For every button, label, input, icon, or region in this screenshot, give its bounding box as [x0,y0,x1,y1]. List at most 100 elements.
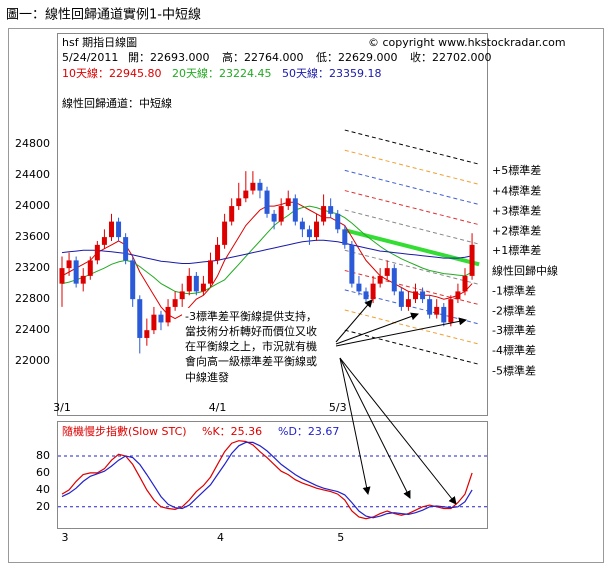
candle-body [165,306,171,323]
candle-body [370,283,376,300]
channel-label: -4標準差 [492,343,536,357]
candle-body [271,213,277,222]
candle-body [405,299,411,307]
candle-body [328,206,334,214]
header-date: 5/24/2011 [62,51,118,64]
channel-label: 線性回歸中線 [492,263,558,277]
arrow [339,357,457,505]
annotation-line: 會向高一級標準差平衡線或 [185,354,317,368]
channel-label: -1標準差 [492,283,536,297]
candle-body [398,291,404,307]
annotation-box [182,308,334,386]
annotation-line: 在平衡線之上，市況就有機 [185,339,317,353]
candle-body [377,275,383,284]
channel-label: +3標準差 [492,204,541,218]
x-tick-label: 5/3 [329,401,347,414]
candle-body [116,221,122,238]
candle-body [207,260,213,284]
candle-body [144,330,150,338]
candle-body [427,299,433,315]
arrow [335,312,419,345]
x-tick-label: 3 [62,531,69,544]
candle-body [306,229,312,238]
series-line [61,239,473,264]
candle-body [123,237,129,261]
channel-label: +4標準差 [492,183,541,197]
candle-body [236,198,242,207]
candle-body [186,275,192,292]
candle-body [130,260,136,300]
candle-body [434,306,440,315]
stc-panel [57,421,488,529]
y-tick-label: 23600 [15,230,50,243]
channel-line [344,249,480,285]
arrow [339,357,411,499]
candle-body [73,260,79,284]
page-title: 圖一：線性回歸通道實例1-中短線 [6,7,201,23]
candle-body [285,198,291,207]
channel-label: -5標準差 [492,363,536,377]
candle-body [469,244,475,276]
y-tick-label: 22000 [15,354,50,367]
candle-body [137,299,143,338]
candle-body [391,268,397,292]
channel-label: +5標準差 [492,163,541,177]
candle-body [87,260,93,276]
candle-body [179,291,185,300]
candle-body [250,182,256,191]
candle-body [349,244,355,284]
candle-body [363,291,369,300]
header-open: 開：22693.000 [128,51,210,64]
channel-line [344,209,480,245]
marks: 22000 22400 22800 23200 23600 24000 24400 24800… [15,129,558,544]
candle-body [292,198,298,222]
annotation-line: -3標準差平衡線提供支持， [185,309,317,323]
legend-entry: %K：25.36 [202,425,262,438]
channel-line [344,129,480,165]
x-tick-label: 4 [217,531,224,544]
candle-body [80,275,86,284]
header-low: 低：22629.000 [316,51,398,64]
candle-body [193,275,199,292]
arrow [335,317,467,347]
candle-body [342,229,348,245]
channel-line [344,309,480,345]
legend-entry: 50天線：23359.18 [282,66,381,80]
candle-body [243,190,249,199]
candle-body [172,299,178,307]
arrow [339,357,371,495]
candle-body [441,306,447,323]
candle-body [158,314,164,323]
candle-body [448,299,454,323]
legend-entry: 10天線：22945.80 [62,66,161,80]
candle-body [215,244,221,261]
channel-line [344,149,480,185]
candle-body [229,206,235,222]
y-tick-label: 24400 [15,168,50,181]
x-tick-label: 3/1 [53,401,71,414]
y-tick-label: 80 [36,449,50,462]
y-tick-label: 24800 [15,137,50,150]
candle-body [151,314,157,331]
x-tick-label: 4/1 [209,401,227,414]
candle-body [420,291,426,300]
copyright: © copyright www.hkstockradar.com [368,36,566,49]
channel-label: -2標準差 [492,304,536,318]
legend-entry: 20天線：23224.45 [172,66,271,80]
y-tick-label: 60 [36,466,50,479]
series-line [61,440,473,520]
chart-title: hsf 期指日線圖 [62,35,137,49]
candle-body [94,244,100,261]
candle-body [321,206,327,222]
annotation-line: 當技術分析轉好而價位又收 [185,324,317,338]
channel-line [344,190,480,226]
series-line [61,441,473,519]
x-tick-label: 5 [337,531,344,544]
candle-body [413,291,418,300]
header-close: 收：22702.000 [410,50,492,64]
candle-body [101,237,107,245]
candle-body [278,206,284,222]
y-tick-label: 24000 [15,199,50,212]
